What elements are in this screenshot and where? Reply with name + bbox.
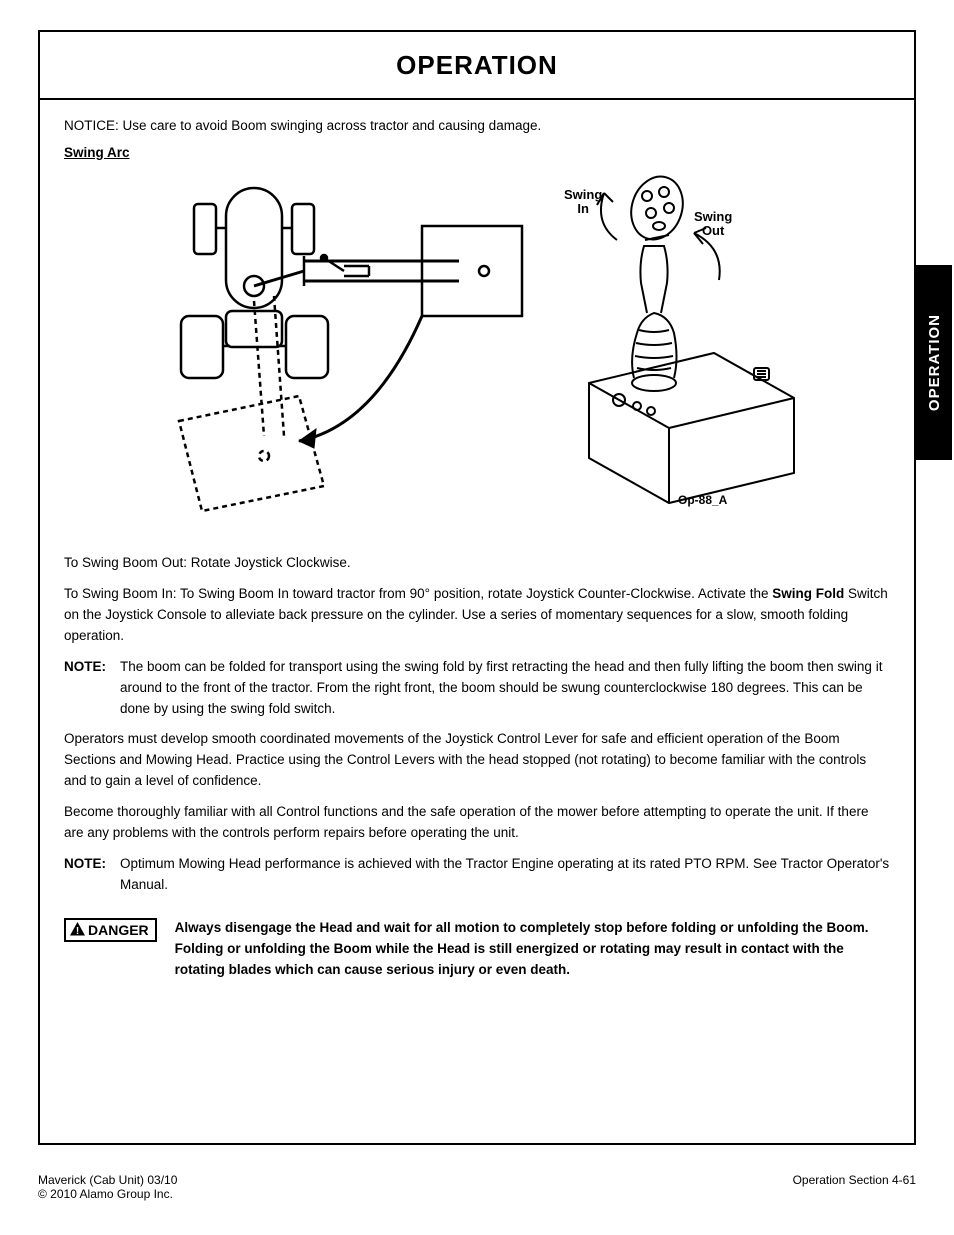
- page-footer: Maverick (Cab Unit) 03/10 © 2010 Alamo G…: [38, 1173, 916, 1201]
- note-1-text: The boom can be folded for transport usi…: [120, 657, 890, 720]
- joystick-diagram: [519, 168, 839, 513]
- figure-label-swing-in: Swing In: [564, 188, 602, 217]
- svg-text:!: !: [76, 926, 79, 936]
- tractor-swing-diagram: [164, 176, 524, 516]
- paragraph-swing-out: To Swing Boom Out: Rotate Joystick Clock…: [64, 553, 890, 574]
- section-side-tab: OPERATION: [916, 265, 952, 460]
- paragraph-practice: Operators must develop smooth coordinate…: [64, 729, 890, 792]
- side-tab-label: OPERATION: [926, 314, 943, 411]
- main-content-box: OPERATION NOTICE: Use care to avoid Boom…: [38, 100, 916, 1145]
- note-2-text: Optimum Mowing Head performance is achie…: [120, 854, 890, 896]
- danger-row: ! DANGER Always disengage the Head and w…: [64, 918, 890, 981]
- danger-text: Always disengage the Head and wait for a…: [175, 918, 890, 981]
- danger-badge-label: DANGER: [88, 923, 149, 937]
- swing-in-text: Swing In: [564, 187, 602, 216]
- note-2-label: NOTE:: [64, 854, 120, 896]
- note-2: NOTE: Optimum Mowing Head performance is…: [64, 854, 890, 896]
- footer-left: Maverick (Cab Unit) 03/10 © 2010 Alamo G…: [38, 1173, 177, 1201]
- swing-out-text: Swing Out: [694, 209, 732, 238]
- notice-text: NOTICE: Use care to avoid Boom swinging …: [64, 118, 890, 133]
- section-heading: Swing Arc: [64, 145, 890, 160]
- paragraph-familiar: Become thoroughly familiar with all Cont…: [64, 802, 890, 844]
- note-1: NOTE: The boom can be folded for transpo…: [64, 657, 890, 720]
- paragraph-swing-in: To Swing Boom In: To Swing Boom In towar…: [64, 584, 890, 647]
- footer-copyright: © 2010 Alamo Group Inc.: [38, 1187, 177, 1201]
- header-box: OPERATION: [38, 30, 916, 100]
- page: OPERATION OPERATION NOTICE: Use care to …: [0, 0, 954, 1235]
- warning-triangle-icon: !: [70, 922, 85, 938]
- figure-label-swing-out: Swing Out: [694, 210, 732, 239]
- figure-code: Op-88_A: [678, 493, 727, 507]
- note-1-label: NOTE:: [64, 657, 120, 720]
- footer-right: Operation Section 4-61: [793, 1173, 916, 1201]
- danger-badge: ! DANGER: [64, 918, 157, 942]
- emph-swing-fold: Swing Fold: [772, 586, 844, 601]
- figure-area: Swing In Swing Out Op-88_A: [64, 168, 890, 523]
- body-copy: To Swing Boom Out: Rotate Joystick Clock…: [64, 553, 890, 981]
- footer-model: Maverick (Cab Unit) 03/10: [38, 1173, 177, 1187]
- page-title: OPERATION: [396, 50, 558, 81]
